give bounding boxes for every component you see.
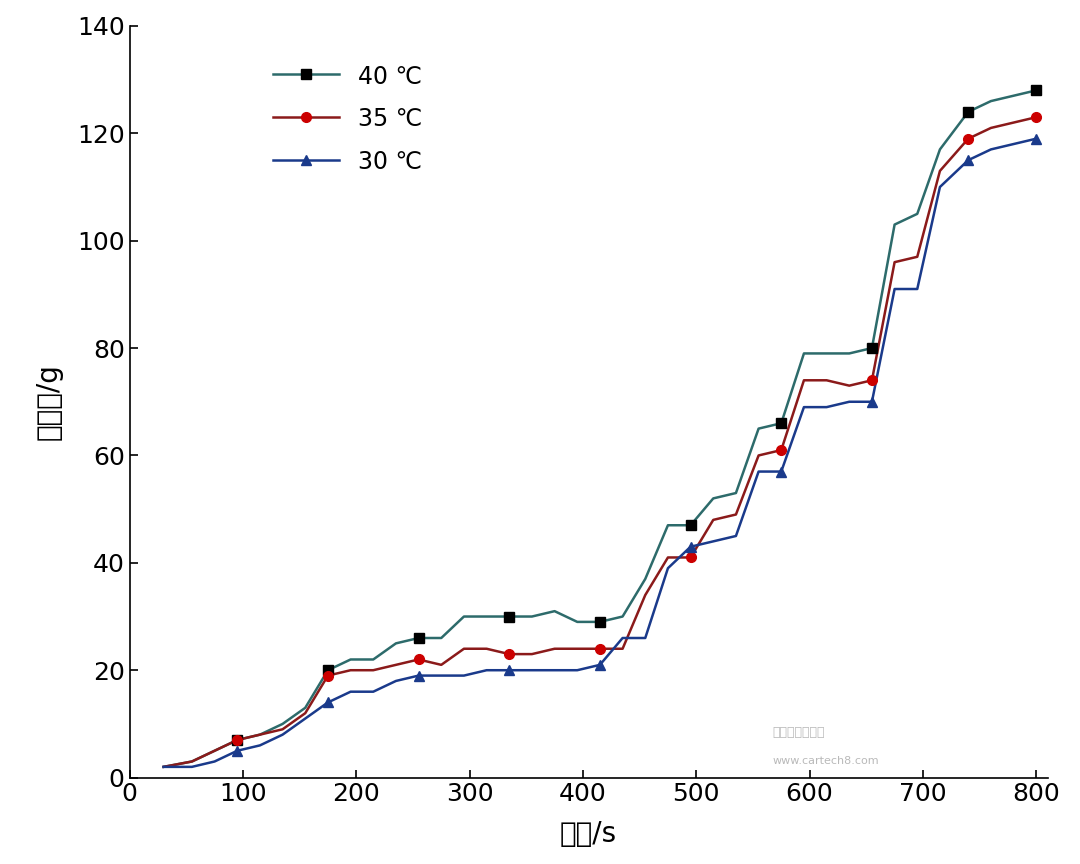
Legend: 40 ℃, 35 ℃, 30 ℃: 40 ℃, 35 ℃, 30 ℃ (260, 53, 433, 186)
Text: 汽车热管理之家: 汽车热管理之家 (772, 727, 825, 740)
Y-axis label: 耗氢量/g: 耗氢量/g (35, 364, 63, 440)
Text: www.cartech8.com: www.cartech8.com (772, 756, 879, 766)
X-axis label: 时间/s: 时间/s (561, 820, 617, 848)
